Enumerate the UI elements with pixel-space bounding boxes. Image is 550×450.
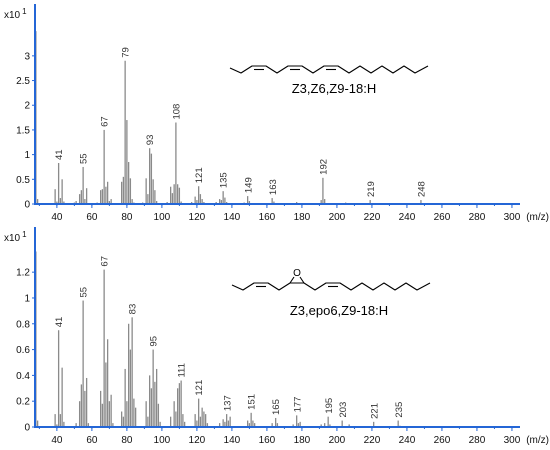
peak-label: 121 [194,167,205,183]
peak-label: 55 [79,287,90,298]
peak-label: 192 [319,159,330,175]
y-scale-base: x10 [4,233,21,244]
x-tick-label: 240 [399,435,416,446]
peak-label: 41 [54,149,65,160]
x-tick-label: 300 [504,435,521,446]
x-tick-label: 40 [51,212,63,223]
y-scale-exponent: 1 [22,230,27,239]
y-tick-label: 0.4 [16,371,30,382]
y-tick-label: 0.8 [16,319,30,330]
peak-label: 79 [121,47,132,58]
compound-label-bottom: Z3,epo6,Z9-18:H [290,303,388,318]
x-tick-label: 80 [121,435,133,446]
x-tick-label: 80 [121,212,133,223]
y-tick-label: 1.5 [16,125,30,136]
x-tick-label: 100 [154,435,171,446]
y-scale-exponent: 1 [22,7,27,16]
y-tick-label: 0 [24,423,30,434]
spectrum-panel-2: 41 55 67 83 95 111 121 137 151 165 177 195 203 221 235… [4,227,549,446]
compound-label-top: Z3,Z6,Z9-18:H [292,81,377,96]
x-tick-label: 280 [469,435,486,446]
x-tick-label: 100 [154,212,171,223]
y-tick-label: 2.5 [16,76,30,87]
x-tick-label: 180 [294,212,311,223]
carbon-chain [231,282,431,291]
carbon-chain [229,65,429,74]
y-scale-base: x10 [4,10,21,21]
peak-label: 95 [149,336,160,347]
x-tick-label: 240 [399,212,416,223]
peak-label: 121 [194,380,205,396]
x-tick-label: 300 [504,212,521,223]
x-tick-label: 40 [51,435,63,446]
y-tick-label: 3 [24,51,30,62]
x-tick-label: 200 [329,212,346,223]
x-axis-label: (m/z) [526,212,549,223]
epoxide-bond-left [289,276,295,284]
peak-label: 67 [100,116,111,127]
x-tick-label: 180 [294,435,311,446]
oxygen-atom-label: O [293,268,301,279]
peak-label: 165 [271,399,282,415]
peak-label: 135 [219,172,230,188]
x-tick-label: 220 [364,435,381,446]
y-tick-label: 0.5 [16,175,30,186]
y-tick-label: 1 [24,293,30,304]
peak-label: 149 [243,177,254,193]
peak-label: 111 [177,363,188,377]
x-axis-label: (m/z) [526,435,549,446]
x-tick-label: 140 [224,435,241,446]
peak-label: 151 [247,394,258,410]
x-tick-label: 260 [434,435,451,446]
peak-label: 219 [366,181,377,197]
y-tick-label: 1.2 [16,268,30,279]
x-tick-label: 220 [364,212,381,223]
y-tick-label: 0 [24,200,30,211]
peak-label: 203 [338,402,349,418]
epoxide-bond-right [299,276,305,284]
y-tick-label: 1 [24,150,30,161]
peak-label: 137 [222,395,233,411]
peak-label: 108 [171,104,182,120]
x-tick-label: 140 [224,212,241,223]
peak-label: 235 [394,402,405,418]
x-tick-label: 280 [469,212,486,223]
peak-label: 83 [128,304,139,315]
y-scale-label: x10 1 [4,230,27,244]
x-tick-label: 200 [329,435,346,446]
peak-label: 93 [145,135,156,146]
x-tick-label: 60 [86,435,98,446]
x-tick-label: 160 [259,435,276,446]
peak-label: 195 [324,398,335,414]
y-tick-label: 0.6 [16,345,30,356]
x-tick-label: 160 [259,212,276,223]
peak-label: 55 [79,153,90,164]
peak-label: 177 [292,397,303,413]
x-tick-label: 120 [189,212,206,223]
peak-label: 248 [417,181,428,197]
x-tick-label: 120 [189,435,206,446]
y-tick-label: 2 [24,101,30,112]
y-scale-label: x10 1 [4,7,27,21]
x-tick-label: 260 [434,212,451,223]
peak-label: 163 [268,179,279,195]
peak-label: 41 [54,317,65,328]
peak-label: 67 [100,256,111,267]
molecule-structure-top [229,65,429,74]
peak-label: 221 [369,403,380,419]
x-tick-label: 60 [86,212,98,223]
molecule-structure-bottom: O [231,268,431,291]
y-tick-label: 0.2 [16,397,30,408]
